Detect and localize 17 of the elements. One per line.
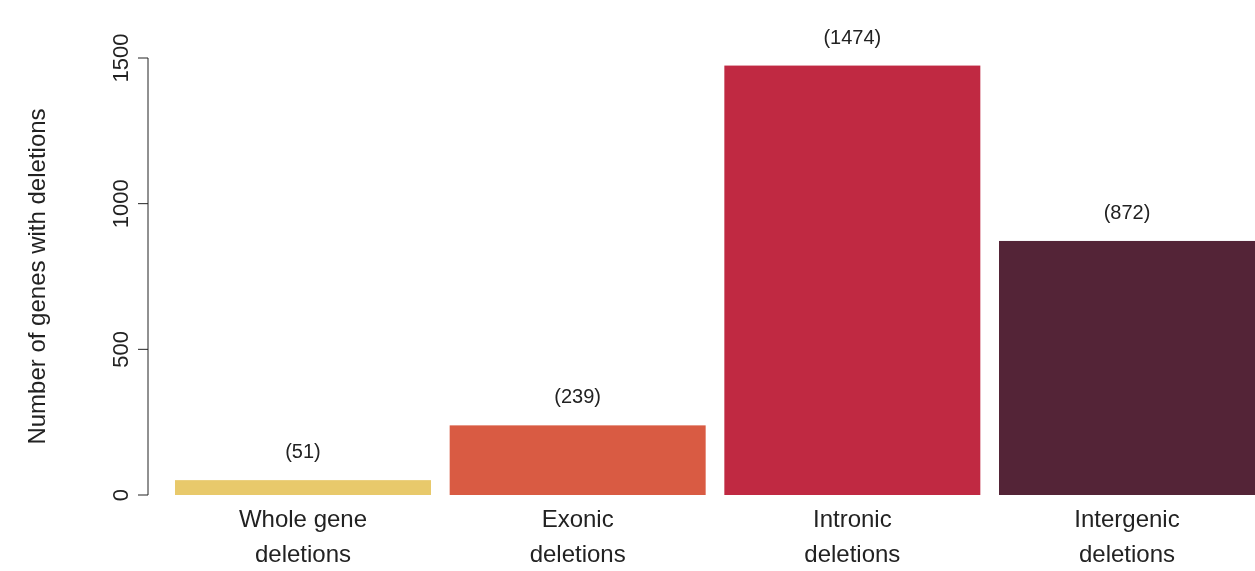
y-tick-label: 0 [108, 488, 133, 502]
y-tick-label: 1000 [108, 179, 133, 229]
x-tick-label: Whole gene deletions [238, 505, 368, 567]
x-tick-label: Intronic deletions [804, 505, 901, 567]
y-tick-label: 500 [108, 330, 133, 368]
bar [175, 480, 431, 495]
data-label: (51) [285, 440, 321, 463]
y-tick-label: 1500 [108, 33, 133, 83]
bar [724, 65, 981, 495]
y-axis-title: Number of genes with deletions [23, 108, 50, 445]
data-label: (239) [554, 385, 602, 408]
bar [999, 240, 1255, 495]
x-tick-label: Intergenic deletions [1074, 505, 1180, 567]
data-label: (1474) [823, 25, 882, 48]
data-label: (872) [1103, 200, 1151, 223]
bar [449, 425, 706, 495]
x-tick-label: Exonic deletions [529, 505, 626, 567]
